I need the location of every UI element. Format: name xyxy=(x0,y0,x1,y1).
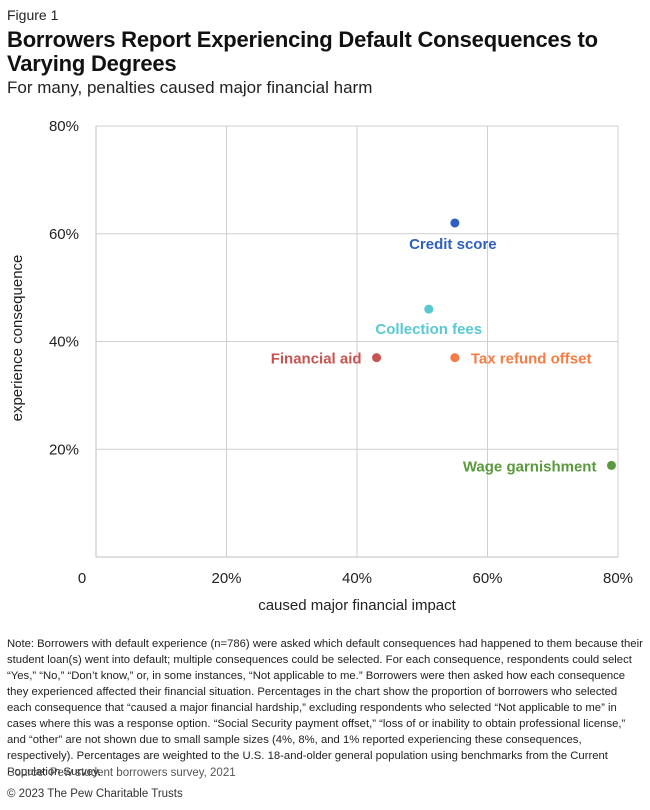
source-line: Source: Pew student borrowers survey, 20… xyxy=(7,767,236,779)
x-tick-label: 40% xyxy=(342,570,372,587)
axis-tick-labels: 0 20% 40% 60% 80% 20% 40% 60% 80% xyxy=(49,118,633,587)
footnote: Note: Borrowers with default experience … xyxy=(7,638,643,778)
point-collection-fees xyxy=(424,304,434,314)
point-label-credit-score: Credit score xyxy=(409,236,497,253)
point-tax-refund-offset xyxy=(450,353,460,363)
point-label-collection-fees: Collection fees xyxy=(375,321,482,338)
grid-lines xyxy=(95,125,619,558)
y-tick-label: 20% xyxy=(49,441,79,458)
y-tick-label: 60% xyxy=(49,226,79,243)
figure-label: Figure 1 xyxy=(7,7,59,23)
x-tick-label: 20% xyxy=(211,570,241,587)
x-tick-label: 0 xyxy=(78,570,86,587)
point-label-wage-garnishment: Wage garnishment xyxy=(463,458,597,475)
chart-subtitle: For many, penalties caused major financi… xyxy=(7,78,373,97)
point-label-tax-refund-offset: Tax refund offset xyxy=(471,351,592,368)
point-label-financial-aid: Financial aid xyxy=(271,351,362,368)
x-tick-label: 80% xyxy=(603,570,633,587)
data-points: Credit score Collection fees Financial aid… xyxy=(271,218,616,475)
x-tick-label: 60% xyxy=(472,570,502,587)
point-credit-score xyxy=(450,218,460,228)
y-axis-label: experience consequence xyxy=(9,255,26,422)
point-financial-aid xyxy=(372,353,382,363)
y-tick-label: 40% xyxy=(49,334,79,351)
scatter-chart: 0 20% 40% 60% 80% 20% 40% 60% 80% Credit score Co… xyxy=(9,118,633,614)
point-wage-garnishment xyxy=(606,460,616,470)
copyright-line: © 2023 The Pew Charitable Trusts xyxy=(7,788,183,800)
y-tick-label: 80% xyxy=(49,118,79,135)
chart-title: Borrowers Report Experiencing Default Co… xyxy=(7,27,598,76)
x-axis-label: caused major financial impact xyxy=(258,597,456,614)
